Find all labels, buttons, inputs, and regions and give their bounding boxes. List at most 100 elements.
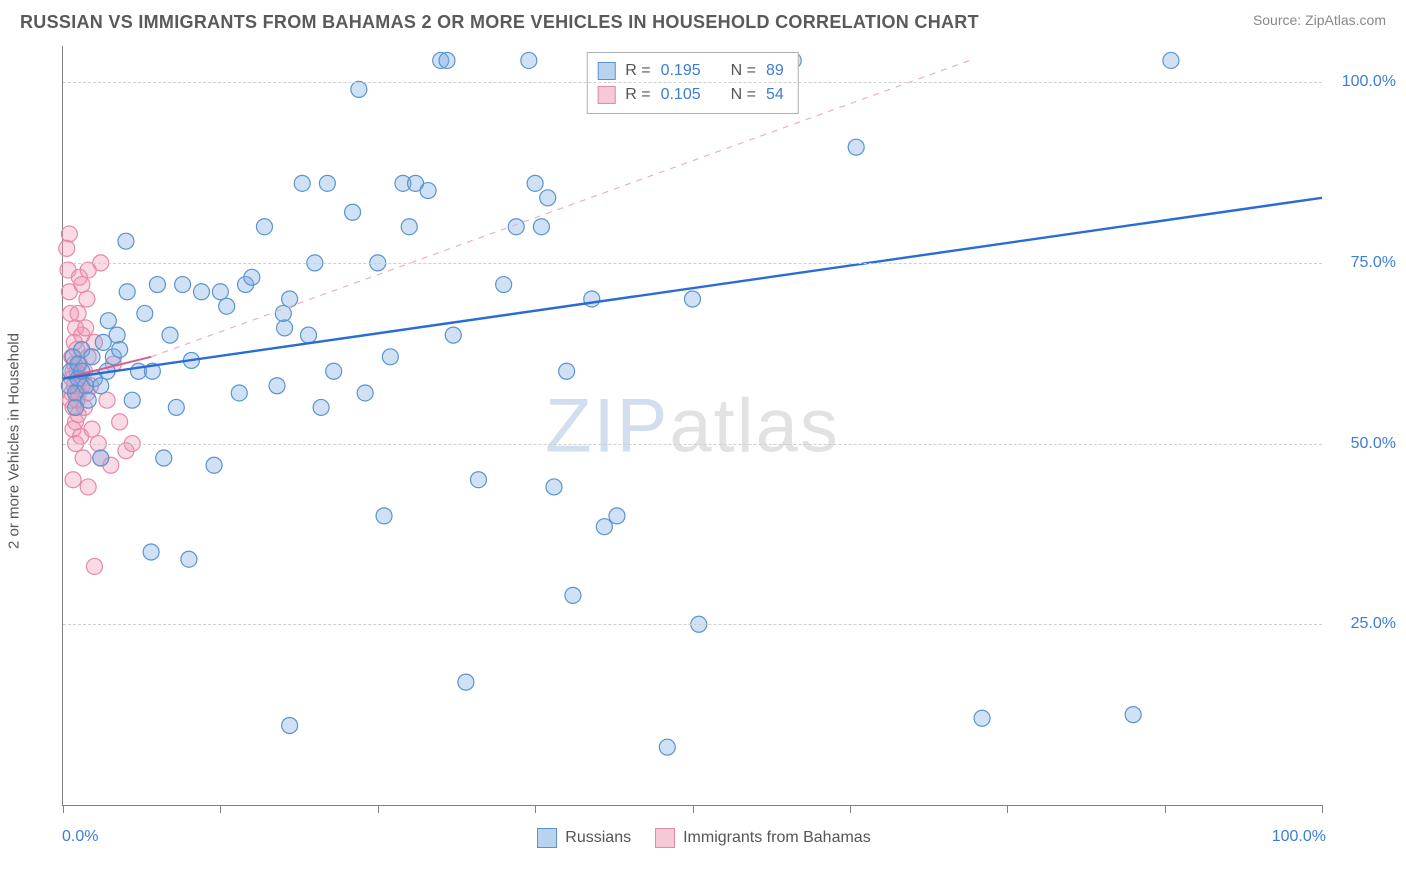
legend-r-label: R = [625,59,650,83]
plot-svg [63,46,1322,805]
chart-header: RUSSIAN VS IMMIGRANTS FROM BAHAMAS 2 OR … [0,0,1406,33]
chart-title: RUSSIAN VS IMMIGRANTS FROM BAHAMAS 2 OR … [20,12,979,33]
data-point [149,277,165,293]
legend-n-value-russians: 89 [766,59,784,83]
grid-line [63,444,1322,445]
data-point [156,450,172,466]
x-tick [1007,805,1008,813]
data-point [75,450,91,466]
x-tick [535,805,536,813]
data-point [974,710,990,726]
data-point [301,327,317,343]
data-point [508,219,524,235]
data-point [118,233,134,249]
y-axis-label: 2 or more Vehicles in Household [6,333,23,549]
data-point [74,277,90,293]
data-point [496,277,512,293]
data-point [78,320,94,336]
data-point [345,204,361,220]
data-point [848,139,864,155]
y-tick-label: 25.0% [1351,615,1396,633]
data-point [143,544,159,560]
x-tick [378,805,379,813]
chart-source: Source: ZipAtlas.com [1253,12,1386,28]
data-point [559,363,575,379]
data-point [546,479,562,495]
legend-row-bahamas: R = 0.105 N = 54 [597,83,784,107]
legend-swatch-russians [537,828,557,848]
data-point [70,305,86,321]
legend-item-russians: Russians [537,828,631,848]
data-point [59,240,75,256]
data-point [326,363,342,379]
data-point [527,175,543,191]
data-point [219,298,235,314]
data-point [685,291,701,307]
legend-n-label: N = [731,83,756,107]
legend-n-value-bahamas: 54 [766,83,784,107]
grid-line [63,82,1322,83]
data-point [124,392,140,408]
data-point [206,457,222,473]
x-tick [850,805,851,813]
data-point [212,284,228,300]
x-tick [1165,805,1166,813]
data-point [1163,52,1179,68]
data-point [282,717,298,733]
data-point [470,472,486,488]
data-point [269,378,285,394]
data-point [244,269,260,285]
data-point [565,587,581,603]
chart-container: 2 or more Vehicles in Household ZIPatlas… [20,46,1388,836]
data-point [181,551,197,567]
data-point [79,291,95,307]
data-point [80,479,96,495]
data-point [382,349,398,365]
data-point [175,277,191,293]
data-point [1125,707,1141,723]
data-point [458,674,474,690]
data-point [109,327,125,343]
data-point [119,284,135,300]
data-point [162,327,178,343]
data-point [93,450,109,466]
x-tick [693,805,694,813]
data-point [521,52,537,68]
legend-series: Russians Immigrants from Bahamas [20,828,1388,848]
legend-r-value-russians: 0.195 [661,59,701,83]
legend-swatch-russians [597,62,615,80]
data-point [540,190,556,206]
legend-r-value-bahamas: 0.105 [661,83,701,107]
legend-swatch-bahamas [655,828,675,848]
data-point [659,739,675,755]
data-point [99,392,115,408]
legend-swatch-bahamas [597,86,615,104]
legend-row-russians: R = 0.195 N = 89 [597,59,784,83]
x-tick [63,805,64,813]
data-point [277,320,293,336]
data-point [256,219,272,235]
legend-label-bahamas: Immigrants from Bahamas [683,829,871,847]
data-point [112,414,128,430]
data-point [319,175,335,191]
x-tick [220,805,221,813]
y-tick-label: 75.0% [1351,254,1396,272]
data-point [275,305,291,321]
y-tick-label: 100.0% [1342,73,1396,91]
data-point [84,421,100,437]
scatter-plot: ZIPatlas R = 0.195 N = 89 R = 0.105 N = … [62,46,1322,806]
data-point [439,52,455,68]
data-point [86,558,102,574]
data-point [357,385,373,401]
data-point [93,378,109,394]
data-point [420,183,436,199]
data-point [193,284,209,300]
data-point [351,81,367,97]
grid-line [63,624,1322,625]
data-point [313,399,329,415]
data-point [376,508,392,524]
data-point [231,385,247,401]
data-point [596,519,612,535]
legend-item-bahamas: Immigrants from Bahamas [655,828,871,848]
data-point [112,342,128,358]
